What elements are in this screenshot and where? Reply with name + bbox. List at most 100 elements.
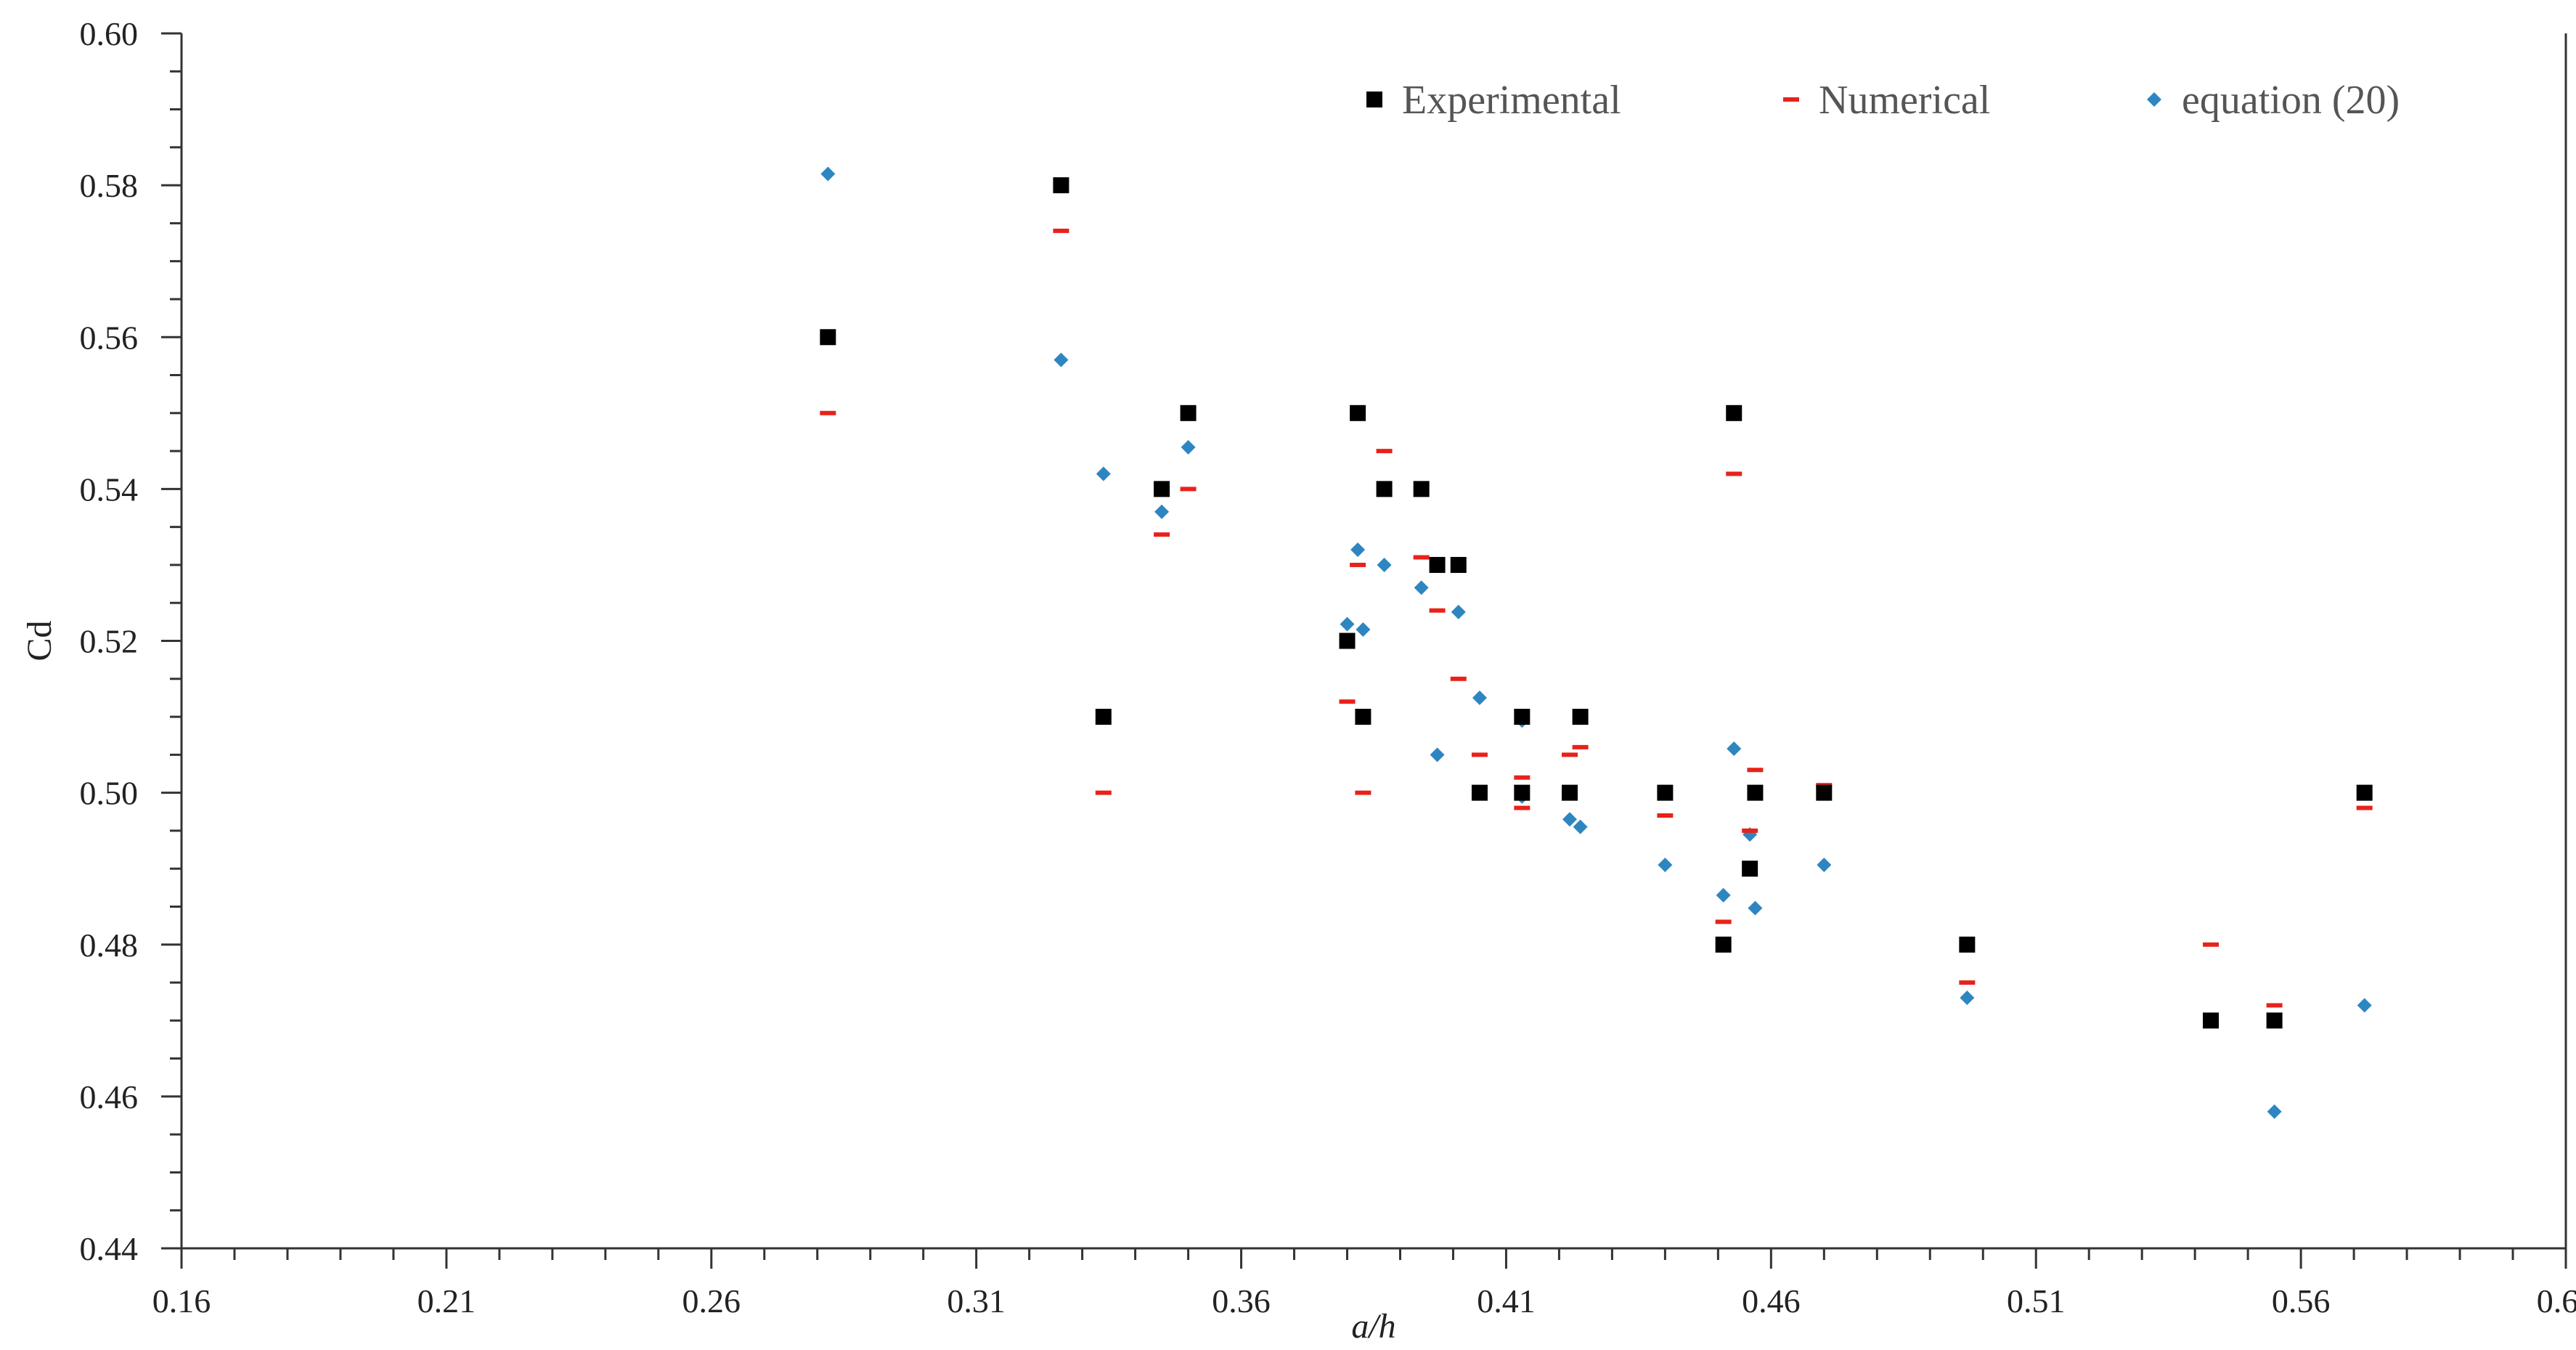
y-tick-label: 0.44 (80, 1230, 139, 1267)
equation-point (1727, 741, 1742, 756)
equation-point (1340, 617, 1355, 632)
equation-point (820, 166, 836, 182)
experimental-point (1350, 404, 1366, 421)
numerical-point (1154, 532, 1170, 537)
experimental-point (1572, 709, 1589, 725)
equation-point (1573, 819, 1588, 834)
y-tick-label: 0.46 (80, 1078, 139, 1115)
numerical-point (1726, 471, 1743, 476)
numerical-point (1715, 919, 1732, 924)
experimental-point (1726, 404, 1743, 421)
equation-point (1451, 604, 1466, 619)
equation-point (1658, 857, 1673, 872)
experimental-point (1747, 784, 1764, 801)
equation-point (1562, 812, 1578, 827)
equation-point (1430, 747, 1445, 763)
numerical-point (1471, 752, 1488, 757)
equation-point (1154, 504, 1170, 519)
numerical-point (1339, 699, 1356, 704)
legend-label: Numerical (1819, 78, 1990, 123)
x-tick-label: 0.26 (682, 1282, 741, 1319)
x-axis-title: a/h (1351, 1307, 1395, 1346)
numerical-point (1514, 775, 1530, 780)
numerical-point (1514, 805, 1530, 810)
experimental-point (2203, 1012, 2220, 1029)
tick-labels: 0.16 0.21 0.26 0.31 0.36 0.41 0.46 0.51 0.56 0.61… (80, 15, 2576, 1319)
experimental-point (820, 329, 836, 346)
numerical-point-legend-swatch (1783, 97, 1799, 102)
data-points (820, 166, 2373, 1119)
legend-item: Numerical (1783, 78, 1990, 123)
experimental-point (1053, 177, 1069, 194)
y-tick-label: 0.48 (80, 927, 139, 964)
numerical-point (1355, 790, 1371, 795)
equation-point (1377, 557, 1392, 572)
numerical-point (1053, 228, 1069, 233)
y-tick-label: 0.50 (80, 775, 139, 812)
numerical-point (1959, 980, 1976, 985)
equation-point (1414, 580, 1429, 595)
experimental-point (1959, 936, 1976, 953)
x-tick-label: 0.61 (2537, 1282, 2576, 1319)
x-tick-label: 0.56 (2272, 1282, 2331, 1319)
numerical-point (1562, 752, 1578, 757)
y-axis-title: Cd (20, 620, 59, 661)
legend-item: Experimental (1366, 78, 1621, 123)
numerical-point (2356, 805, 2373, 810)
x-tick-label: 0.31 (947, 1282, 1006, 1319)
equation-point (1748, 900, 1763, 916)
numerical-point (1657, 813, 1674, 818)
experimental-point (2266, 1012, 2283, 1029)
x-tick-label: 0.16 (152, 1282, 211, 1319)
y-tick-label: 0.58 (80, 167, 139, 204)
equation-point-legend-swatch (2147, 92, 2161, 107)
numerical-point (1350, 562, 1366, 567)
experimental-point (1339, 633, 1356, 649)
y-tick-label: 0.60 (80, 15, 139, 52)
equation-point (1181, 439, 1196, 455)
equation-point (1053, 352, 1069, 367)
experimental-point (1450, 556, 1467, 573)
equation-point (1960, 990, 1975, 1005)
experimental-point (1355, 709, 1371, 725)
ticks (161, 32, 2567, 1269)
experimental-point (1471, 784, 1488, 801)
experimental-point (2356, 784, 2373, 801)
equation-point (1817, 857, 1832, 872)
equation-point (2267, 1104, 2282, 1119)
legend-item: equation (20) (2147, 78, 2400, 123)
numerical-point (1376, 449, 1393, 454)
series-experimental (820, 177, 2373, 1029)
x-tick-label: 0.51 (2007, 1282, 2066, 1319)
experimental-point (1514, 709, 1530, 725)
y-tick-label: 0.54 (80, 471, 139, 508)
experimental-point (1376, 481, 1393, 497)
numerical-point (2203, 942, 2220, 947)
legend-label: Experimental (1402, 78, 1621, 123)
experimental-point (1429, 556, 1446, 573)
legend-label: equation (20) (2182, 78, 2400, 123)
numerical-point (1747, 768, 1764, 773)
numerical-point (1429, 608, 1446, 613)
equation-point (1716, 887, 1731, 903)
equation-point (2357, 998, 2372, 1013)
experimental-point (1095, 709, 1112, 725)
numerical-point (1450, 676, 1467, 681)
experimental-point (1562, 784, 1578, 801)
series-numerical (820, 228, 2373, 1008)
experimental-point (1816, 784, 1833, 801)
experimental-point (1742, 861, 1758, 877)
series-equation-20 (820, 166, 2372, 1119)
equation-point (1472, 690, 1487, 705)
axes (180, 33, 2567, 1250)
numerical-point (2266, 1003, 2283, 1008)
numerical-point (820, 410, 836, 415)
equation-point (1096, 466, 1111, 481)
numerical-point (1180, 487, 1197, 492)
equation-point (1350, 542, 1366, 558)
numerical-point (1572, 744, 1589, 749)
x-tick-label: 0.46 (1742, 1282, 1801, 1319)
experimental-point-legend-swatch (1366, 92, 1382, 107)
x-tick-label: 0.41 (1477, 1282, 1536, 1319)
